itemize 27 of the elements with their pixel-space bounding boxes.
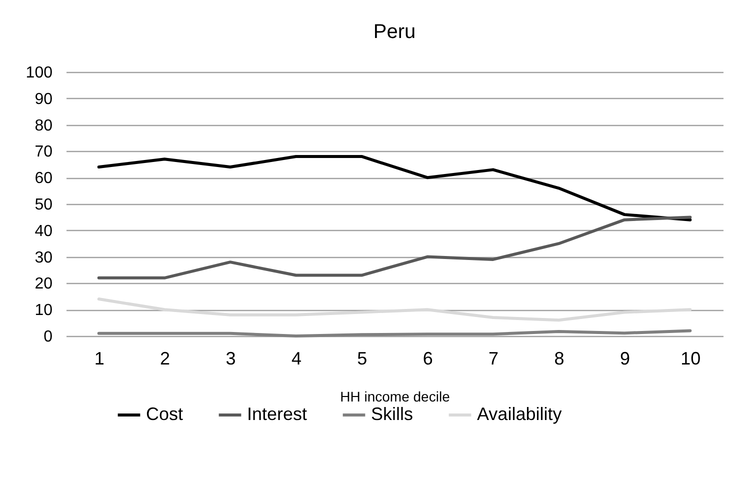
- y-tick-label: 30: [34, 249, 53, 266]
- y-tick-label: 100: [26, 64, 53, 82]
- y-tick-label: 80: [34, 117, 53, 134]
- y-tick-label: 70: [34, 144, 53, 161]
- x-tick-label: 3: [226, 348, 236, 368]
- x-tick-label: 10: [680, 348, 701, 368]
- y-tick-label: 60: [34, 170, 53, 188]
- x-tick-label: 5: [357, 348, 368, 368]
- y-tick-label: 10: [34, 302, 53, 320]
- x-tick-label: 8: [554, 348, 564, 368]
- legend-label: Interest: [247, 404, 308, 424]
- x-tick-label: 2: [160, 348, 170, 368]
- x-tick-label: 6: [422, 348, 433, 368]
- x-tick-label: 7: [488, 348, 499, 368]
- x-tick-label: 9: [620, 348, 630, 368]
- y-tick-label: 20: [34, 276, 53, 293]
- x-axis-title: HH income decile: [340, 388, 450, 404]
- chart-title: Peru: [373, 21, 416, 43]
- y-tick-label: 50: [34, 196, 53, 214]
- y-tick-label: 0: [44, 328, 53, 346]
- legend-label: Skills: [371, 404, 414, 424]
- legend-label: Cost: [146, 404, 184, 424]
- x-tick-label: 1: [94, 348, 104, 368]
- x-tick-label: 4: [291, 348, 302, 368]
- legend-label: Availability: [477, 404, 562, 424]
- y-tick-label: 40: [34, 222, 53, 240]
- y-tick-label: 90: [34, 90, 53, 108]
